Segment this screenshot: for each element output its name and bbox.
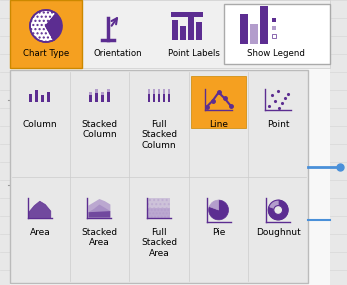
Polygon shape [88,199,110,212]
Bar [107,92,110,102]
Polygon shape [148,198,170,208]
Bar [10,0,330,68]
Polygon shape [29,201,51,218]
Text: Doughnut: Doughnut [256,228,301,237]
Bar [272,34,276,38]
Bar [172,20,178,40]
Bar [224,4,330,64]
Bar [240,14,248,44]
Bar [29,93,32,102]
Bar [153,89,155,94]
Text: Stacked
Area: Stacked Area [81,228,118,247]
Bar [107,89,110,92]
Bar [168,89,170,94]
Bar [48,92,50,102]
Bar [10,0,82,68]
Bar [168,94,170,102]
Wedge shape [268,200,288,220]
Polygon shape [148,208,170,218]
Wedge shape [46,14,62,40]
Text: Orientation: Orientation [94,49,142,58]
Bar [42,95,44,102]
Bar [158,94,160,102]
Text: Line: Line [209,120,228,129]
Text: Column: Column [23,120,57,129]
Text: Point Labels: Point Labels [168,49,220,58]
Bar [272,18,276,22]
Text: Area: Area [29,228,50,237]
Bar [158,89,160,94]
Bar [180,26,186,40]
Wedge shape [209,200,229,220]
Bar [191,76,246,128]
Text: Chart Type: Chart Type [23,49,69,58]
Wedge shape [30,10,56,42]
Bar [35,90,38,102]
Text: Full
Stacked
Column: Full Stacked Column [141,120,177,150]
Text: Full
Stacked
Area: Full Stacked Area [141,228,177,258]
Text: Show Legend: Show Legend [247,49,305,58]
Bar [163,89,165,94]
Bar [89,95,92,102]
Wedge shape [209,200,219,210]
Bar [272,26,276,30]
Bar [171,12,203,17]
Bar [163,94,165,102]
Bar [101,92,104,95]
Polygon shape [88,205,110,218]
Bar [95,89,98,93]
Bar [148,94,151,102]
Bar [89,92,92,95]
Text: Pie: Pie [212,228,225,237]
Wedge shape [269,200,278,209]
Bar [10,70,308,283]
Bar [250,24,258,44]
Bar [188,16,194,40]
Bar [260,6,268,44]
Text: Point: Point [267,120,289,129]
Bar [153,94,155,102]
Bar [148,89,151,94]
Circle shape [274,205,282,214]
Bar [196,22,202,40]
Bar [101,95,104,102]
Bar [95,93,98,102]
Text: Stacked
Column: Stacked Column [81,120,118,139]
